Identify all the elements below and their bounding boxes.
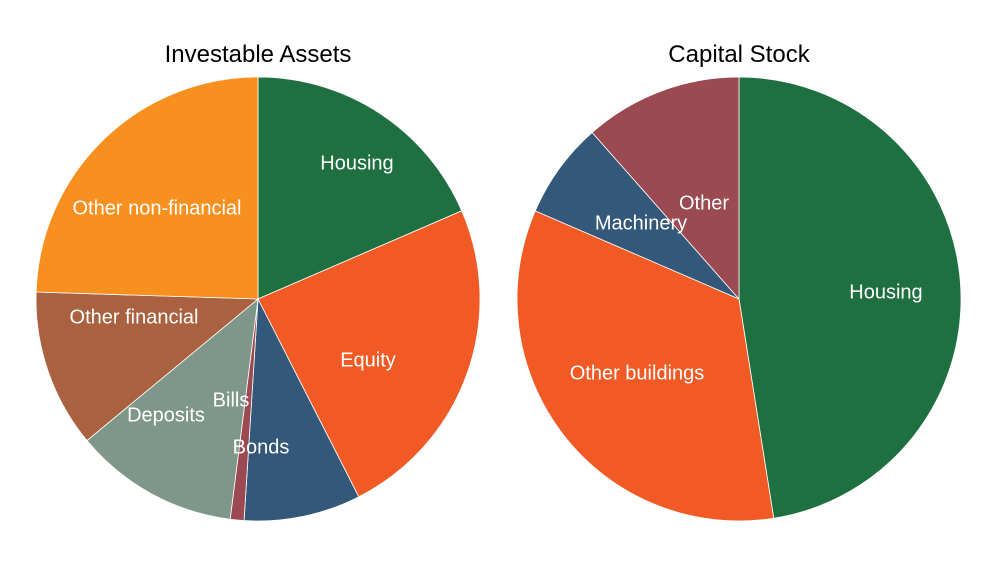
chart-title-investable-assets: Investable Assets (165, 41, 352, 68)
slice-label-machinery: Machinery (595, 212, 687, 234)
pie-slice-other-financial (35, 291, 260, 442)
pie-slice-deposits (86, 298, 259, 520)
pie-investable-assets: Housing Equity Bonds Bills Deposits Other fin… (35, 76, 481, 522)
chart-title-capital-stock: Capital Stock (668, 41, 810, 68)
slice-label-equity: Equity (340, 349, 396, 371)
pie-slice-other (591, 76, 740, 301)
pie-slice-housing (257, 76, 463, 300)
pie-slice-other-non-financial (35, 76, 259, 300)
pie-slice-housing (738, 76, 962, 519)
slice-label-deposits: Deposits (127, 404, 205, 426)
pie-slice-bonds (243, 297, 360, 522)
pie-slice-equity (257, 210, 481, 498)
slice-label-housing: Housing (320, 152, 393, 174)
slice-label-bills: Bills (213, 389, 250, 411)
slice-label-housing: Housing (849, 281, 922, 303)
slice-label-other-non-financial: Other non-financial (73, 197, 242, 219)
slice-label-bonds: Bonds (233, 436, 290, 458)
slice-label-other-buildings: Other buildings (570, 362, 705, 384)
slice-label-other-financial: Other financial (70, 306, 199, 328)
pie-slice-other-buildings (516, 210, 775, 522)
slice-label-other: Other (679, 192, 729, 214)
